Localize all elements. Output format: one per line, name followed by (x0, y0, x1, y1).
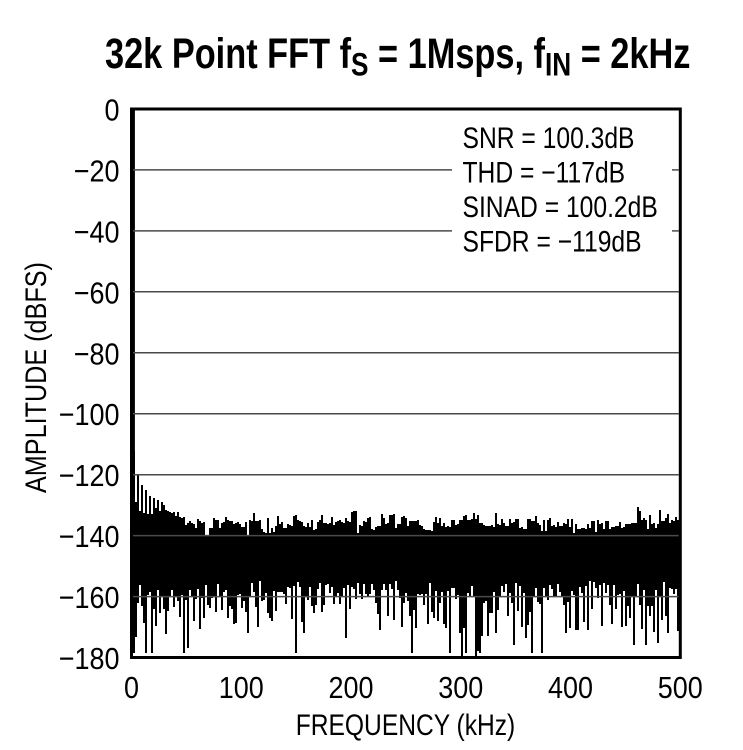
svg-text:−60: −60 (74, 277, 120, 311)
svg-text:−180: −180 (59, 642, 120, 676)
svg-text:−120: −120 (59, 460, 120, 494)
svg-text:400: 400 (548, 671, 593, 705)
svg-text:32k Point FFT fS = 1Msps, fIN: 32k Point FFT fS = 1Msps, fIN = 2kHz (105, 31, 690, 84)
svg-text:SFDR = −119dB: SFDR = −119dB (463, 224, 642, 258)
svg-text:500: 500 (658, 671, 703, 705)
svg-text:−20: −20 (74, 155, 120, 189)
svg-text:SNR = 100.3dB: SNR = 100.3dB (463, 121, 635, 155)
svg-text:−140: −140 (59, 520, 120, 554)
svg-text:0: 0 (105, 94, 120, 128)
svg-text:200: 200 (329, 671, 374, 705)
svg-text:0: 0 (124, 671, 139, 705)
svg-text:FREQUENCY (kHz): FREQUENCY (kHz) (296, 708, 516, 742)
svg-text:300: 300 (438, 671, 483, 705)
svg-text:−100: −100 (59, 399, 120, 433)
svg-text:SINAD = 100.2dB: SINAD = 100.2dB (463, 190, 658, 224)
svg-text:−80: −80 (74, 338, 120, 372)
svg-text:−160: −160 (59, 581, 120, 615)
svg-text:THD = −117dB: THD = −117dB (463, 155, 626, 189)
svg-text:100: 100 (219, 671, 264, 705)
svg-text:−40: −40 (74, 216, 120, 250)
svg-text:AMPLITUDE (dBFS): AMPLITUDE (dBFS) (19, 262, 53, 493)
